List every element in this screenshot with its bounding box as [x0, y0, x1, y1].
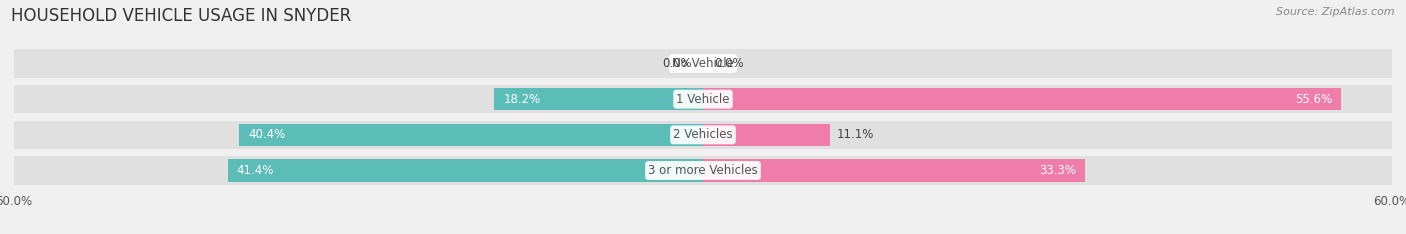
- Bar: [14, 85, 1392, 113]
- Text: HOUSEHOLD VEHICLE USAGE IN SNYDER: HOUSEHOLD VEHICLE USAGE IN SNYDER: [11, 7, 352, 25]
- Bar: [494, 88, 703, 110]
- Text: Source: ZipAtlas.com: Source: ZipAtlas.com: [1277, 7, 1395, 17]
- Bar: [14, 156, 1392, 185]
- Bar: [239, 124, 703, 146]
- Text: 1 Vehicle: 1 Vehicle: [676, 93, 730, 106]
- Text: 2 Vehicles: 2 Vehicles: [673, 128, 733, 141]
- Text: 3 or more Vehicles: 3 or more Vehicles: [648, 164, 758, 177]
- Bar: [14, 49, 1392, 78]
- Text: 55.6%: 55.6%: [1295, 93, 1333, 106]
- Text: 41.4%: 41.4%: [236, 164, 274, 177]
- Bar: [703, 159, 1085, 182]
- Text: 0.0%: 0.0%: [714, 57, 744, 70]
- Bar: [14, 121, 1392, 149]
- Text: 11.1%: 11.1%: [837, 128, 873, 141]
- Text: 33.3%: 33.3%: [1039, 164, 1076, 177]
- Bar: [703, 124, 831, 146]
- Bar: [228, 159, 703, 182]
- Text: 40.4%: 40.4%: [249, 128, 285, 141]
- Text: 18.2%: 18.2%: [503, 93, 540, 106]
- Text: 0.0%: 0.0%: [662, 57, 692, 70]
- Bar: [703, 88, 1341, 110]
- Text: No Vehicle: No Vehicle: [672, 57, 734, 70]
